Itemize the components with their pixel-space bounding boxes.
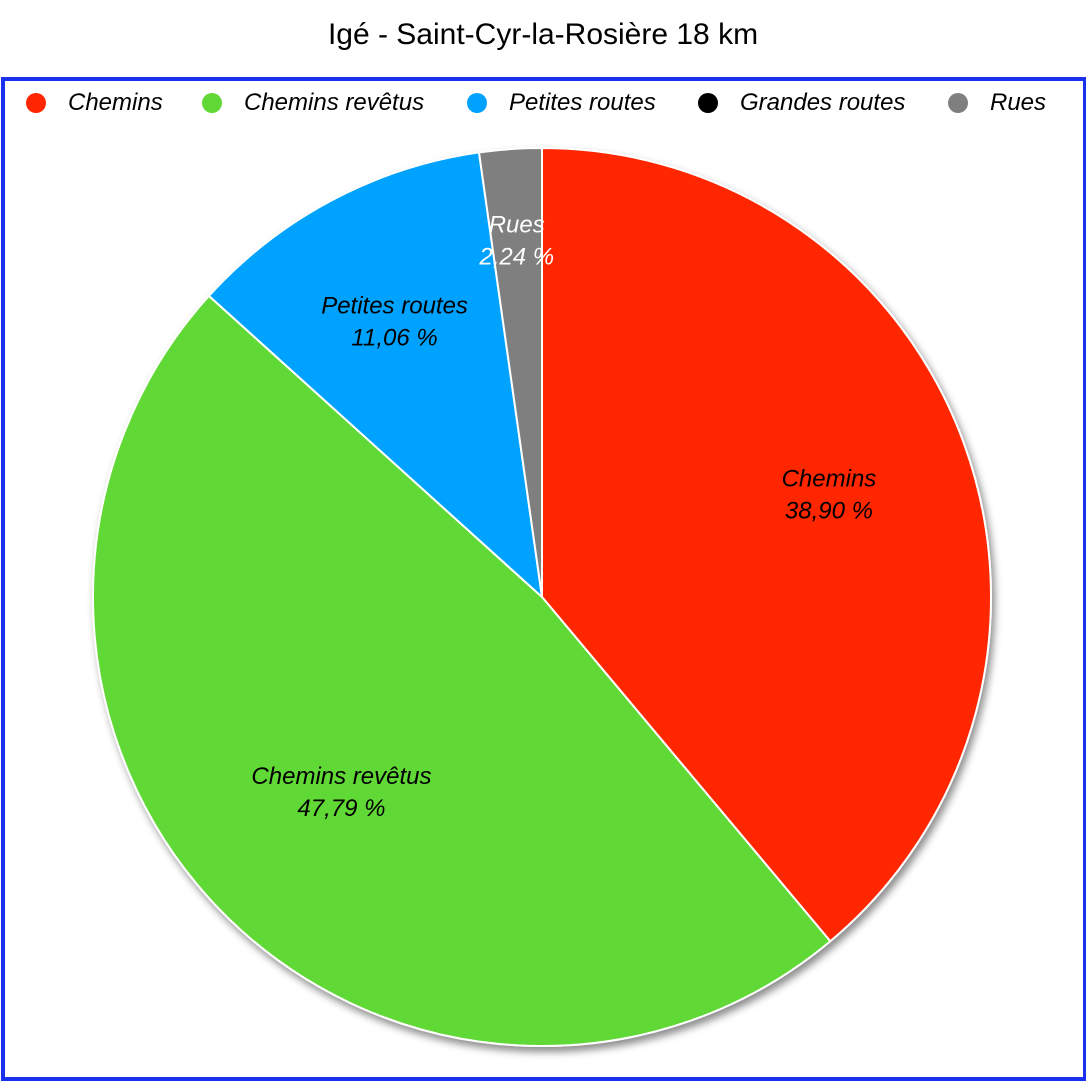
slice-value-label: 38,90 % [785, 498, 873, 525]
legend-swatch-grandes-routes [698, 93, 718, 113]
legend-item-chemins-revetus[interactable]: Chemins revêtus [202, 86, 424, 120]
slice-value-label: 11,06 % [351, 324, 437, 351]
chart-title: Igé - Saint-Cyr-la-Rosière 18 km [327, 18, 759, 51]
slice-name-label: Chemins [782, 466, 877, 493]
pie-slice-petites-routes[interactable] [207, 151, 544, 600]
legend-item-chemins[interactable]: Chemins [26, 86, 163, 120]
pie-slice-rues[interactable] [477, 146, 543, 598]
legend-swatch-chemins-revetus [202, 93, 222, 113]
pie-slice-chemins[interactable] [541, 146, 992, 943]
legend-label-grandes-routes: Grandes routes [740, 89, 906, 116]
slice-name-label: Petites routes [321, 292, 468, 319]
legend-item-rues[interactable]: Rues [948, 86, 1046, 120]
legend-label-chemins: Chemins [68, 89, 163, 116]
slice-name-label: Chemins revêtus [251, 763, 431, 790]
legend-item-grandes-routes[interactable]: Grandes routes [698, 86, 905, 120]
legend-label-petites-routes: Petites routes [509, 89, 656, 116]
slice-value-label: 47,79 % [297, 795, 385, 822]
pie-slice-chemins-rev-tus[interactable] [92, 294, 832, 1047]
legend-swatch-rues [948, 93, 968, 113]
legend-label-rues: Rues [990, 89, 1047, 116]
legend: Chemins Chemins revêtus Petites routes G… [0, 86, 1086, 120]
slice-value-label: 2,24 % [478, 244, 554, 271]
legend-swatch-chemins [26, 93, 46, 113]
slice-name-label: Rues [489, 212, 545, 239]
legend-item-petites-routes[interactable]: Petites routes [467, 86, 656, 120]
legend-label-chemins-revetus: Chemins revêtus [244, 89, 425, 116]
legend-swatch-petites-routes [467, 93, 487, 113]
